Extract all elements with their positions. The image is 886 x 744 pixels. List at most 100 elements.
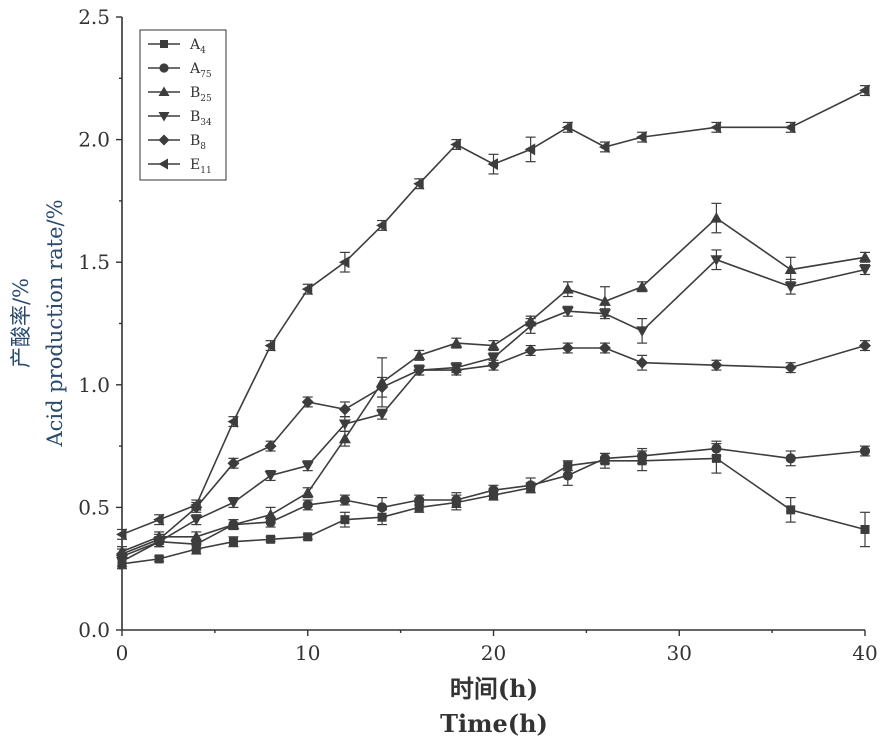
data-point bbox=[785, 453, 796, 464]
x-tick-label: 40 bbox=[852, 641, 877, 665]
data-point bbox=[376, 381, 389, 394]
legend: A4 A75 B25 B34 B8 E11 bbox=[139, 29, 227, 181]
data-point bbox=[340, 515, 350, 525]
data-point bbox=[264, 339, 276, 352]
legend-label: B34 bbox=[190, 109, 212, 128]
x-axis-label-cn: 时间(h) bbox=[450, 674, 538, 703]
y-tick-label: 2.0 bbox=[78, 128, 110, 152]
data-point bbox=[450, 138, 461, 151]
legend-marker bbox=[158, 86, 170, 96]
series-line bbox=[121, 89, 866, 536]
data-point bbox=[859, 84, 870, 97]
data-point bbox=[264, 471, 277, 482]
data-point bbox=[636, 131, 647, 144]
data-point bbox=[711, 453, 721, 463]
data-point bbox=[228, 537, 238, 547]
data-point bbox=[860, 524, 870, 534]
data-point bbox=[413, 349, 426, 360]
data-point bbox=[562, 470, 573, 481]
legend-marker bbox=[159, 63, 169, 73]
data-point bbox=[636, 356, 649, 369]
data-point bbox=[227, 497, 240, 509]
data-point bbox=[859, 339, 871, 352]
data-point bbox=[190, 515, 203, 526]
data-point bbox=[338, 432, 351, 444]
legend-label: A75 bbox=[189, 61, 212, 80]
series-line bbox=[121, 217, 866, 553]
legend-box bbox=[139, 29, 227, 181]
data-point bbox=[153, 533, 166, 546]
data-point bbox=[525, 480, 536, 491]
data-point bbox=[264, 440, 277, 453]
data-point bbox=[116, 547, 128, 560]
y-tick-label: 2.5 bbox=[78, 5, 110, 29]
series-line bbox=[121, 258, 866, 563]
data-point bbox=[636, 326, 649, 337]
legend-item: B25 bbox=[148, 85, 212, 104]
data-point bbox=[859, 265, 871, 276]
y-tick-label: 1.0 bbox=[78, 373, 110, 397]
data-point bbox=[338, 256, 350, 269]
data-point bbox=[784, 121, 796, 134]
data-point bbox=[338, 403, 351, 416]
data-point bbox=[561, 283, 574, 294]
data-point bbox=[301, 283, 313, 296]
data-point bbox=[303, 532, 313, 542]
x-tick-label: 20 bbox=[481, 641, 506, 665]
series-line bbox=[121, 344, 866, 555]
data-point bbox=[264, 508, 277, 520]
legend-item: E11 bbox=[148, 157, 212, 176]
legend-marker bbox=[158, 158, 168, 170]
legend-label: A4 bbox=[189, 37, 206, 56]
y-axis-label-en: Acid production rate/% bbox=[43, 199, 67, 447]
data-point bbox=[561, 121, 573, 134]
data-point bbox=[413, 177, 424, 190]
data-point bbox=[338, 419, 351, 431]
data-point bbox=[710, 255, 723, 266]
legend-item: A75 bbox=[148, 61, 212, 80]
data-point bbox=[302, 499, 313, 511]
data-point bbox=[487, 158, 498, 171]
data-point bbox=[190, 530, 203, 542]
x-axis-label-en: Time(h) bbox=[440, 709, 548, 738]
data-point bbox=[301, 395, 314, 408]
data-point bbox=[413, 364, 426, 377]
data-point bbox=[711, 443, 722, 454]
data-point bbox=[487, 353, 500, 364]
series-group bbox=[116, 84, 871, 570]
series-B25 bbox=[116, 202, 871, 558]
y-tick-label: 0.5 bbox=[78, 495, 110, 519]
data-point bbox=[376, 409, 389, 421]
data-point bbox=[784, 263, 797, 275]
data-point bbox=[488, 485, 499, 496]
data-point bbox=[784, 361, 797, 374]
data-point bbox=[450, 364, 463, 377]
legend-marker bbox=[158, 134, 170, 146]
data-point bbox=[414, 502, 424, 512]
tick-group: 0.0 0.5 1.0 1.5 2.0 2.5 0 10 20 30 40 bbox=[78, 5, 878, 665]
data-point bbox=[561, 306, 574, 318]
data-point bbox=[859, 445, 871, 457]
data-point bbox=[301, 461, 314, 472]
x-tick-label: 30 bbox=[667, 641, 692, 665]
data-point bbox=[561, 342, 574, 355]
y-tick-label: 0.0 bbox=[78, 618, 110, 642]
data-point bbox=[487, 339, 500, 351]
data-point bbox=[227, 415, 238, 428]
series-line bbox=[121, 457, 866, 565]
legend-item: B34 bbox=[148, 109, 212, 128]
data-point bbox=[524, 344, 537, 357]
legend-item: B8 bbox=[148, 133, 206, 152]
data-point bbox=[710, 121, 721, 134]
x-tick-label: 10 bbox=[295, 641, 320, 665]
data-point bbox=[598, 309, 611, 320]
data-point bbox=[190, 498, 201, 511]
data-point bbox=[301, 486, 314, 498]
data-point bbox=[376, 219, 387, 232]
data-point bbox=[524, 321, 537, 332]
legend-marker bbox=[158, 112, 170, 122]
data-point bbox=[339, 494, 350, 506]
series-line bbox=[121, 447, 866, 558]
data-point bbox=[153, 513, 164, 526]
